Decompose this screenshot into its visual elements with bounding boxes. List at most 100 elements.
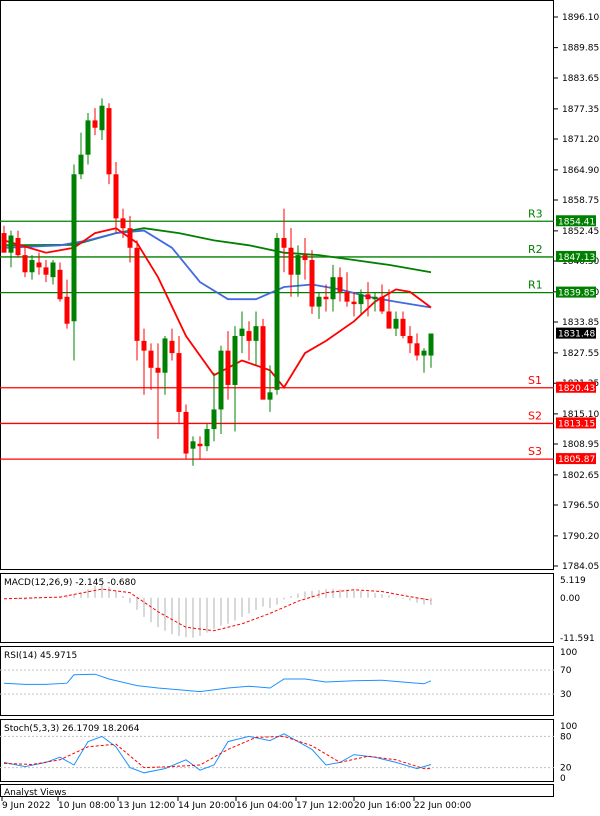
candle-up: [85, 120, 91, 155]
candle-up: [29, 260, 35, 273]
level-badge-r3: [556, 215, 596, 227]
level-name-r1: R1: [528, 279, 543, 292]
candle-down: [36, 262, 42, 268]
candle-down: [281, 237, 287, 248]
candle-down: [197, 443, 203, 447]
candle-up: [274, 237, 280, 390]
y-tick-label: 1858.75: [562, 196, 599, 206]
stoch-tick-label: 80: [560, 732, 572, 742]
candle-down: [15, 237, 21, 256]
y-tick-label: 1784.05: [562, 562, 599, 572]
candle-down: [120, 218, 126, 229]
candle-up: [253, 326, 259, 341]
y-tick-label: 1864.90: [562, 166, 599, 176]
rsi-tick-label: 100: [560, 648, 577, 658]
candle-down: [92, 120, 98, 128]
y-tick-label: 1833.85: [562, 318, 599, 328]
stoch-label: Stoch(5,3,3) 26.1709 18.2064: [4, 724, 140, 734]
y-tick-label: 1889.85: [562, 44, 599, 54]
candle-down: [337, 277, 343, 292]
candle-up: [232, 335, 238, 385]
level-name-r3: R3: [528, 207, 543, 220]
y-tick-label: 1846.30: [562, 257, 599, 267]
level-badge-text-s2: 1813.15: [558, 419, 595, 429]
candle-down: [106, 108, 112, 175]
level-badge-text-s3: 1805.87: [558, 455, 595, 465]
macd-label: MACD(12,26,9) -2.145 -0.680: [4, 578, 136, 588]
candle-up: [358, 294, 364, 305]
candle-down: [302, 255, 308, 261]
level-name-r2: R2: [528, 243, 543, 256]
y-tick-label: 1802.65: [562, 471, 599, 481]
candle-up: [99, 105, 105, 131]
x-tick-label: 22 Jun 00:00: [414, 801, 471, 811]
rsi-tick-label: 70: [560, 666, 572, 676]
candle-up: [428, 333, 434, 356]
candle-down: [43, 267, 49, 275]
y-tick-label: 1871.20: [562, 135, 599, 145]
candle-down: [365, 294, 371, 300]
candle-up: [239, 328, 245, 336]
candle-up: [372, 296, 378, 300]
candle-down: [148, 350, 154, 368]
candle-up: [78, 154, 84, 175]
candle-down: [414, 343, 420, 356]
candle-down: [176, 353, 182, 412]
level-badge-text-r1: 1839.85: [558, 289, 595, 299]
candle-down: [22, 255, 28, 273]
stoch-d-line: [3, 735, 431, 770]
candle-down: [246, 331, 252, 341]
rsi-panel-frame: [0, 646, 554, 716]
macd-tick-label: 0.00: [560, 594, 580, 604]
x-tick-label: 17 Jun 12:00: [296, 801, 353, 811]
candle-up: [330, 277, 336, 300]
candle-down: [134, 247, 140, 341]
candle-down: [155, 367, 161, 373]
candle-down: [169, 340, 175, 354]
level-badge-s1: [556, 381, 596, 393]
candle-down: [344, 291, 350, 302]
stoch-panel-frame: [0, 719, 554, 782]
level-badge-text-r2: 1847.13: [558, 253, 595, 263]
candle-down: [113, 174, 119, 219]
x-tick-label: 16 Jun 04:00: [236, 801, 293, 811]
candle-down: [225, 350, 231, 385]
stoch-tick-label: 20: [560, 764, 572, 774]
candle-up: [204, 429, 210, 447]
stoch-tick-label: 0: [560, 774, 566, 784]
candle-up: [8, 235, 14, 253]
candle-up: [211, 409, 217, 430]
y-tick-label: 1815.10: [562, 410, 599, 420]
level-name-s3: S3: [528, 445, 542, 458]
stoch-tick-label: 100: [560, 722, 577, 732]
candle-down: [141, 340, 147, 351]
candle-down: [127, 228, 133, 248]
candle-down: [260, 326, 266, 400]
macd-tick-label: 5.119: [560, 576, 586, 586]
last-price-badge: [556, 327, 596, 339]
candle-down: [288, 247, 294, 275]
candle-down: [379, 296, 385, 312]
y-tick-label: 1852.45: [562, 227, 599, 237]
y-tick-label: 1796.50: [562, 501, 599, 511]
level-name-s2: S2: [528, 409, 542, 422]
candle-up: [393, 318, 399, 329]
level-badge-r2: [556, 250, 596, 262]
level-badge-s2: [556, 417, 596, 429]
candle-up: [162, 338, 168, 373]
last-price-text: 1831.48: [558, 330, 595, 340]
main-panel-frame: [0, 0, 554, 570]
candle-down: [400, 318, 406, 336]
y-tick-label: 1790.20: [562, 532, 599, 542]
rsi-tick-label: 30: [560, 690, 572, 700]
candle-down: [1, 233, 7, 253]
x-tick-label: 14 Jun 20:00: [178, 801, 235, 811]
y-tick-label: 1883.65: [562, 74, 599, 84]
rsi-line: [3, 673, 432, 693]
y-tick-label: 1808.95: [562, 440, 599, 450]
level-badge-r1: [556, 286, 596, 298]
level-badge-text-r3: 1854.41: [558, 217, 595, 227]
stoch-k-line: [3, 733, 432, 774]
moving-average-line-1: [3, 227, 432, 274]
